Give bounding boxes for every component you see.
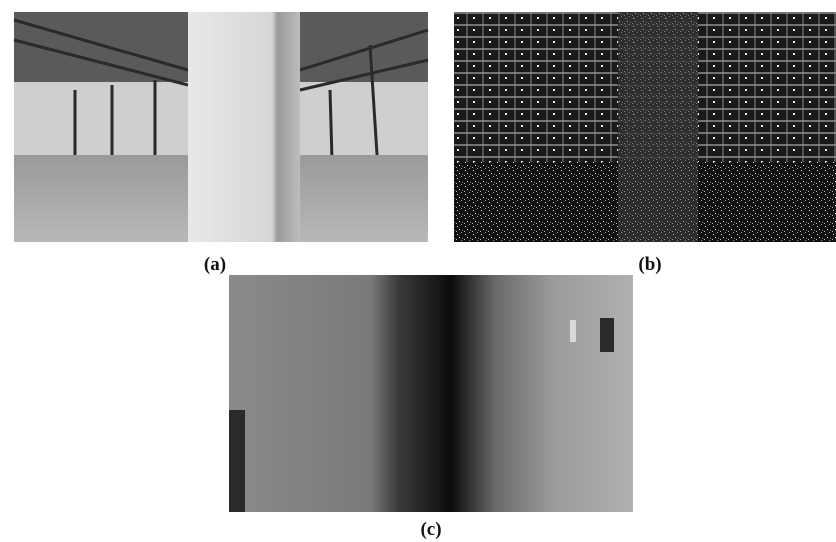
page: (a) (b) (c) (() => { const data = JSON.p… [0, 0, 836, 542]
panel-label: (c) [420, 519, 441, 540]
image-c [229, 275, 633, 512]
panel-label: (b) [638, 254, 661, 275]
panel-label: (a) [204, 254, 226, 275]
image-a [14, 12, 428, 242]
image-b [454, 12, 836, 242]
figure: (a) (b) (c) [0, 0, 836, 542]
